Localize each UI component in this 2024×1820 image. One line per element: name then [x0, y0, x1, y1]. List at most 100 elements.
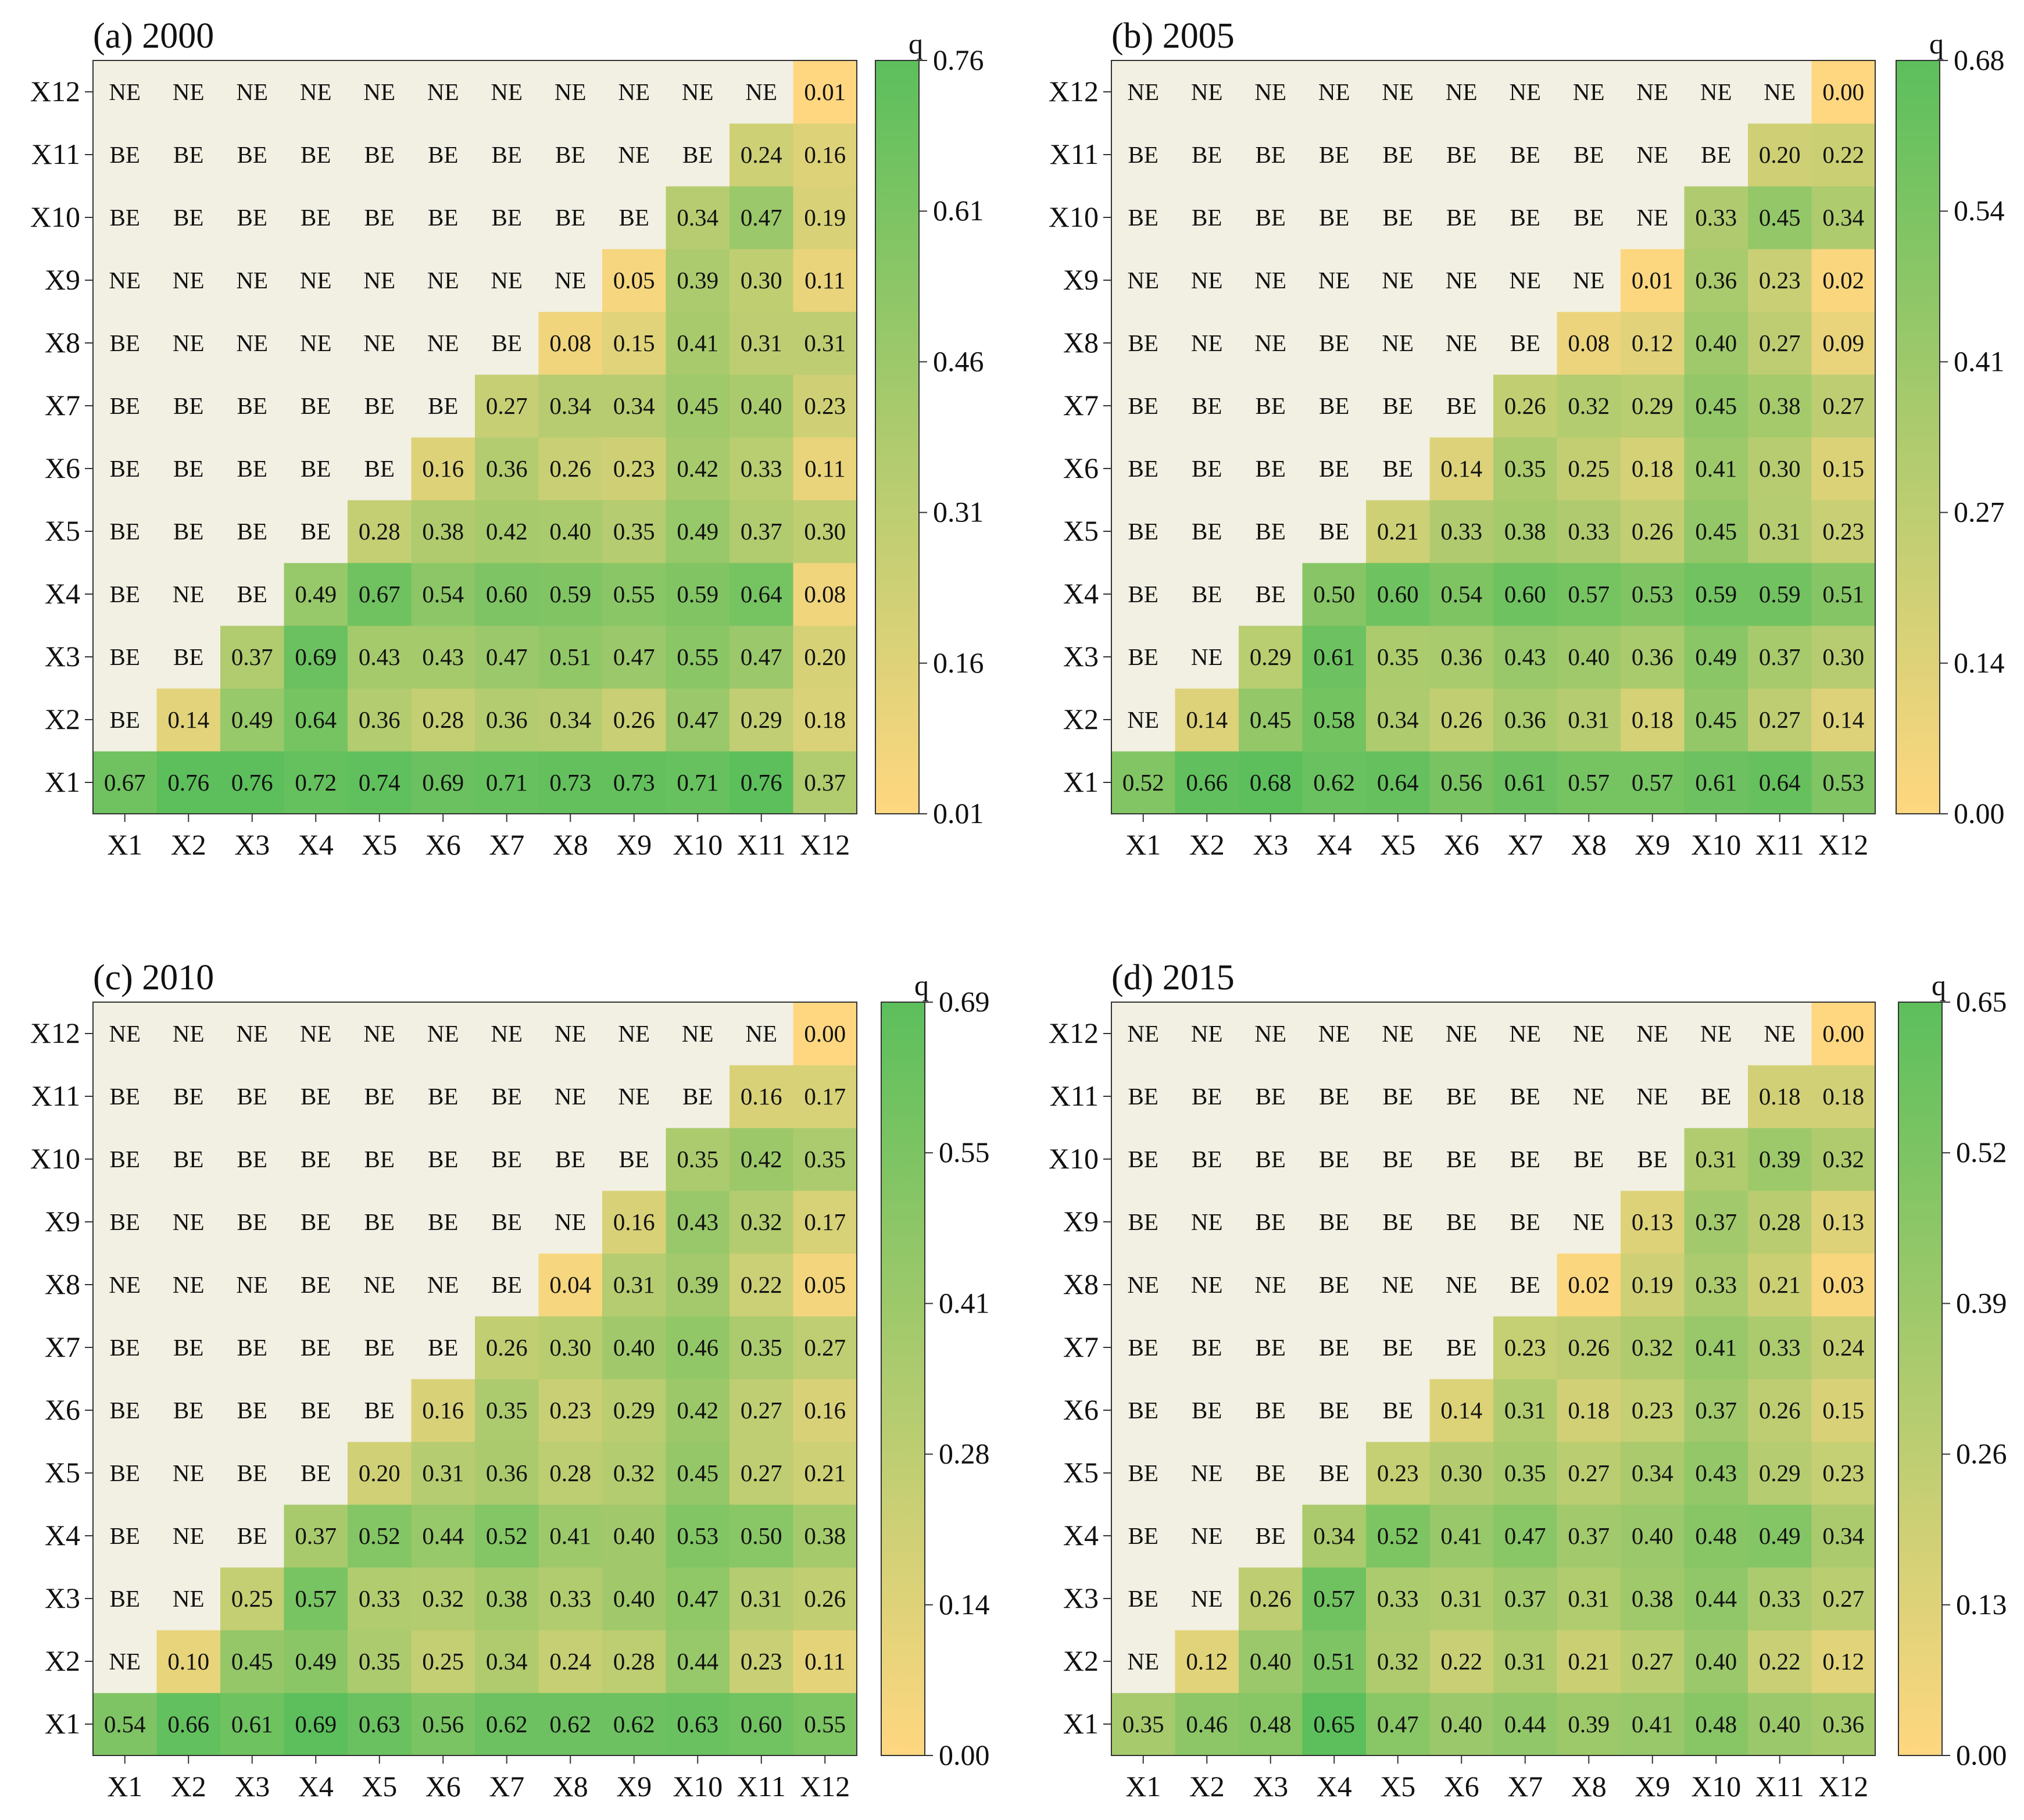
cell-label: BE	[301, 1334, 331, 1361]
cell-label: 0.57	[1632, 769, 1673, 796]
cell-label: 0.18	[1822, 1083, 1864, 1110]
cell-label: NE	[555, 78, 587, 105]
cell-label: BE	[1319, 392, 1349, 419]
heatmap-cell	[602, 1567, 667, 1631]
cell-label: 0.61	[1695, 769, 1737, 796]
cell-label: BE	[1510, 141, 1540, 168]
cell-label: 0.36	[1440, 643, 1482, 670]
cell-label: 0.52	[359, 1522, 400, 1549]
cell-label: 0.35	[804, 1146, 846, 1172]
heatmap-cell	[1302, 1693, 1367, 1756]
cell-label: 0.21	[1377, 518, 1419, 545]
heatmap-cell	[1557, 1567, 1621, 1631]
cell-label: 0.31	[1440, 1585, 1482, 1612]
heatmap-cell	[1111, 1504, 1176, 1568]
heatmap-cell	[730, 123, 794, 187]
heatmap-cell	[1748, 500, 1812, 563]
heatmap-cell	[1366, 1567, 1431, 1631]
cell-label: 0.34	[613, 392, 655, 419]
cell-label: NE	[1446, 78, 1478, 105]
heatmap-cell	[1557, 374, 1621, 438]
heatmap-cell	[1366, 1128, 1431, 1191]
heatmap-cell	[284, 1316, 348, 1379]
heatmap-cell	[348, 374, 412, 438]
y-tick-label: X7	[1063, 1331, 1099, 1363]
cell-label: NE	[1191, 78, 1223, 105]
heatmap-cell	[1621, 249, 1685, 312]
heatmap-cell	[156, 437, 221, 500]
cell-label: BE	[110, 1397, 140, 1424]
heatmap-cell	[666, 751, 730, 814]
cell-label: NE	[1318, 267, 1350, 294]
cell-label: 0.61	[1504, 769, 1546, 796]
cell-label: 0.73	[549, 769, 591, 796]
cell-label: BE	[1192, 1397, 1222, 1424]
heatmap-cell	[1302, 500, 1367, 563]
heatmap-cell	[1811, 1128, 1876, 1191]
heatmap-cell	[475, 1002, 539, 1065]
cell-label: BE	[1510, 330, 1540, 356]
heatmap-cell	[538, 374, 603, 438]
heatmap-cell	[1557, 1630, 1621, 1693]
heatmap-cell	[1302, 437, 1367, 500]
cell-label: BE	[110, 1146, 140, 1172]
cell-label: NE	[427, 330, 459, 356]
heatmap-cell	[1748, 1002, 1812, 1065]
colorbar-tick-label: 0.46	[933, 345, 984, 377]
cell-label: BE	[492, 1271, 522, 1298]
cell-label: BE	[364, 1083, 395, 1110]
cell-label: 0.28	[359, 518, 400, 545]
heatmap-cell	[602, 1002, 667, 1065]
heatmap-cell	[1684, 1442, 1748, 1505]
cell-label: 0.37	[231, 643, 273, 670]
cell-label: NE	[618, 78, 650, 105]
y-tick-label: X11	[1050, 1079, 1099, 1112]
heatmap-cell	[1239, 1693, 1303, 1756]
heatmap-cell	[538, 312, 603, 375]
cell-label: BE	[1256, 581, 1286, 607]
cell-label: 0.40	[1695, 1648, 1737, 1675]
cell-label: NE	[1446, 1020, 1478, 1047]
heatmap-cell	[220, 374, 285, 438]
heatmap-cell	[1748, 249, 1812, 312]
cell-label: 0.42	[741, 1146, 782, 1172]
cell-label: NE	[236, 1020, 268, 1047]
cell-label: 0.12	[1186, 1648, 1228, 1675]
cell-label: NE	[1764, 1020, 1796, 1047]
heatmap-cell	[1366, 123, 1431, 187]
cell-label: NE	[173, 1522, 205, 1549]
heatmap-cell	[411, 688, 475, 752]
cell-label: NE	[1127, 78, 1159, 105]
cell-label: 0.37	[1695, 1397, 1737, 1424]
cell-label: 0.53	[1632, 581, 1673, 607]
cell-label: 0.16	[804, 1397, 846, 1424]
heatmap-cell	[1748, 751, 1812, 814]
heatmap-cell	[1111, 688, 1176, 752]
cell-label: BE	[237, 581, 267, 607]
cell-label: 0.41	[1632, 1711, 1673, 1737]
heatmap-cell	[284, 1002, 348, 1065]
cell-label: 0.33	[1568, 518, 1610, 545]
heatmap-cell	[411, 186, 475, 249]
heatmap-cell	[793, 1065, 857, 1128]
heatmap-cell	[1429, 1190, 1494, 1254]
x-tick-label: X6	[1444, 828, 1479, 861]
cell-label: 0.40	[613, 1334, 655, 1361]
cell-label: BE	[1128, 1083, 1158, 1110]
cell-label: NE	[1127, 706, 1159, 733]
heatmap-cell	[1111, 1693, 1176, 1756]
heatmap-cell	[1684, 563, 1748, 626]
heatmap-cell	[1239, 751, 1303, 814]
cell-label: BE	[1383, 455, 1413, 482]
cell-label: BE	[173, 1397, 203, 1424]
y-tick-label: X6	[1063, 1393, 1099, 1426]
x-tick-label: X7	[489, 828, 524, 861]
heatmap-cell	[93, 1567, 158, 1631]
cell-label: BE	[1574, 1146, 1604, 1172]
cell-label: 0.52	[1122, 769, 1164, 796]
heatmap-cell	[1684, 500, 1748, 563]
cell-label: 0.12	[1632, 330, 1673, 356]
cell-label: BE	[1192, 1146, 1222, 1172]
heatmap-cell	[666, 374, 730, 438]
heatmap-cell	[1684, 312, 1748, 375]
